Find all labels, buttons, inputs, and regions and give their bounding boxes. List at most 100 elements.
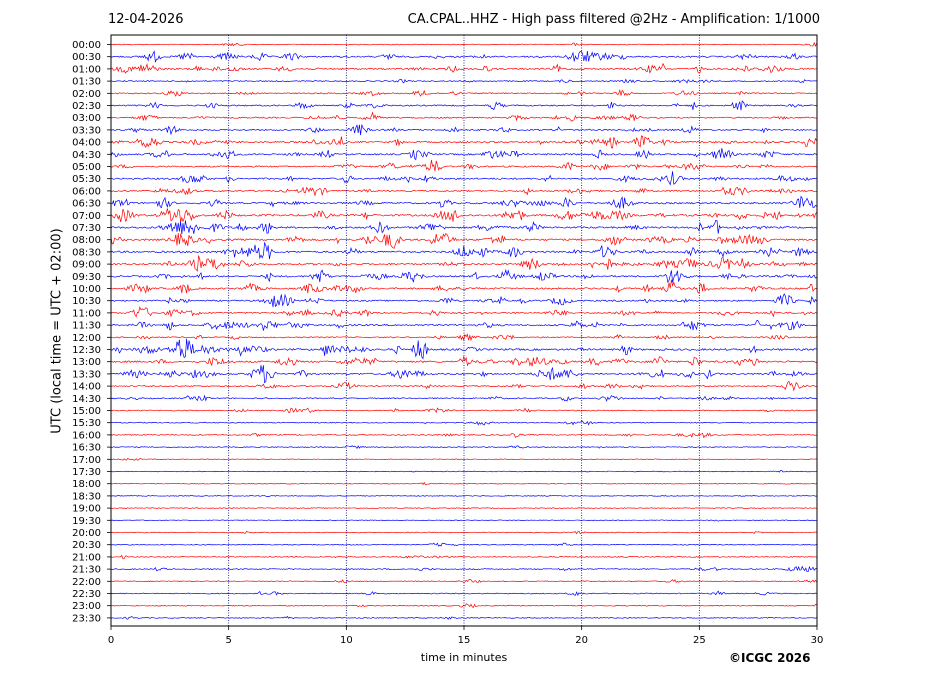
trace-1900 (110, 507, 817, 510)
row-label-0930: 09:30 (72, 272, 101, 283)
trace-2030 (110, 542, 817, 547)
row-label-0430: 04:30 (72, 150, 101, 161)
row-label-0530: 05:30 (72, 174, 101, 185)
x-axis-label: time in minutes (420, 651, 508, 664)
row-label-1430: 14:30 (72, 394, 101, 405)
row-label-1330: 13:30 (72, 369, 101, 380)
row-label-0630: 06:30 (72, 199, 101, 210)
row-label-0300: 03:00 (72, 113, 101, 124)
row-label-2330: 23:30 (72, 613, 101, 624)
row-label-0400: 04:00 (72, 138, 101, 149)
row-label-1830: 18:30 (72, 491, 101, 502)
copyright-label: ©ICGC 2026 (729, 651, 811, 665)
trace-0500 (110, 159, 817, 172)
trace-0130 (110, 78, 817, 84)
trace-0000 (110, 41, 817, 47)
row-label-0100: 01:00 (72, 64, 101, 75)
trace-0600 (110, 186, 817, 197)
trace-0700 (110, 208, 817, 223)
trace-1930 (110, 519, 817, 522)
row-label-0330: 03:30 (72, 125, 101, 136)
row-label-0200: 02:00 (72, 89, 101, 100)
row-label-2030: 20:30 (72, 540, 101, 551)
trace-2230 (110, 590, 817, 597)
x-tick-label-25: 25 (693, 635, 706, 646)
trace-1130 (110, 320, 817, 331)
chart-title: CA.CPAL..HHZ - High pass filtered @2Hz -… (407, 12, 820, 27)
row-label-2300: 23:00 (72, 601, 101, 612)
trace-1330 (110, 365, 817, 384)
row-label-1500: 15:00 (72, 406, 101, 417)
row-label-0000: 00:00 (72, 40, 101, 51)
trace-0530 (110, 171, 817, 186)
row-label-1130: 11:30 (72, 321, 101, 332)
row-label-0130: 01:30 (72, 77, 101, 88)
row-label-0730: 07:30 (72, 223, 101, 234)
x-tick-label-30: 30 (811, 635, 824, 646)
trace-2330 (110, 615, 817, 620)
row-label-1030: 10:30 (72, 296, 101, 307)
trace-1300 (110, 355, 817, 367)
trace-0300 (110, 111, 817, 122)
trace-0230 (110, 100, 817, 111)
row-label-0030: 00:30 (72, 52, 101, 63)
trace-0900 (110, 255, 817, 272)
x-tick-label-10: 10 (340, 635, 353, 646)
row-label-1730: 17:30 (72, 467, 101, 478)
row-label-1400: 14:00 (72, 382, 101, 393)
trace-1830 (110, 495, 817, 497)
row-label-1300: 13:00 (72, 357, 101, 368)
trace-0630 (110, 195, 817, 209)
trace-0100 (110, 62, 817, 74)
row-label-1100: 11:00 (72, 308, 101, 319)
trace-2000 (110, 530, 817, 535)
row-label-2000: 20:00 (72, 528, 101, 539)
x-tick-label-20: 20 (575, 635, 588, 646)
trace-1030 (110, 293, 817, 308)
trace-1200 (110, 333, 817, 342)
row-label-1200: 12:00 (72, 333, 101, 344)
trace-1700 (110, 457, 817, 461)
row-label-1000: 10:00 (72, 284, 101, 295)
row-label-1930: 19:30 (72, 516, 101, 527)
date-label: 12-04-2026 (108, 12, 184, 27)
trace-1630 (110, 445, 817, 449)
row-label-1800: 18:00 (72, 479, 101, 490)
trace-1430 (110, 394, 817, 402)
row-label-1530: 15:30 (72, 418, 101, 429)
x-tick-label-15: 15 (458, 635, 471, 646)
trace-1000 (110, 279, 817, 294)
row-label-0230: 02:30 (72, 101, 101, 112)
trace-0800 (110, 232, 817, 249)
trace-0330 (110, 124, 817, 136)
trace-2130 (110, 565, 817, 573)
trace-1600 (110, 432, 817, 439)
row-label-0900: 09:00 (72, 260, 101, 271)
row-label-2100: 21:00 (72, 552, 101, 563)
trace-0730 (110, 219, 817, 235)
trace-1530 (110, 420, 817, 426)
trace-2200 (110, 579, 817, 583)
row-label-1630: 16:30 (72, 443, 101, 454)
trace-0930 (110, 268, 817, 284)
row-label-1900: 19:00 (72, 504, 101, 515)
trace-1100 (110, 306, 817, 318)
trace-1400 (110, 380, 817, 392)
row-label-1230: 12:30 (72, 345, 101, 356)
x-tick-label-0: 0 (108, 635, 114, 646)
trace-1230 (110, 338, 817, 360)
trace-0430 (110, 148, 817, 161)
row-label-1600: 16:00 (72, 430, 101, 441)
row-label-0700: 07:00 (72, 211, 101, 222)
row-label-0600: 06:00 (72, 186, 101, 197)
row-label-0830: 08:30 (72, 247, 101, 258)
row-label-0500: 05:00 (72, 162, 101, 173)
row-label-2200: 22:00 (72, 577, 101, 588)
row-label-0800: 08:00 (72, 235, 101, 246)
row-label-2230: 22:30 (72, 589, 101, 600)
trace-0400 (110, 135, 817, 149)
trace-2300 (110, 603, 817, 609)
trace-2100 (110, 554, 817, 560)
x-tick-label-5: 5 (225, 635, 231, 646)
